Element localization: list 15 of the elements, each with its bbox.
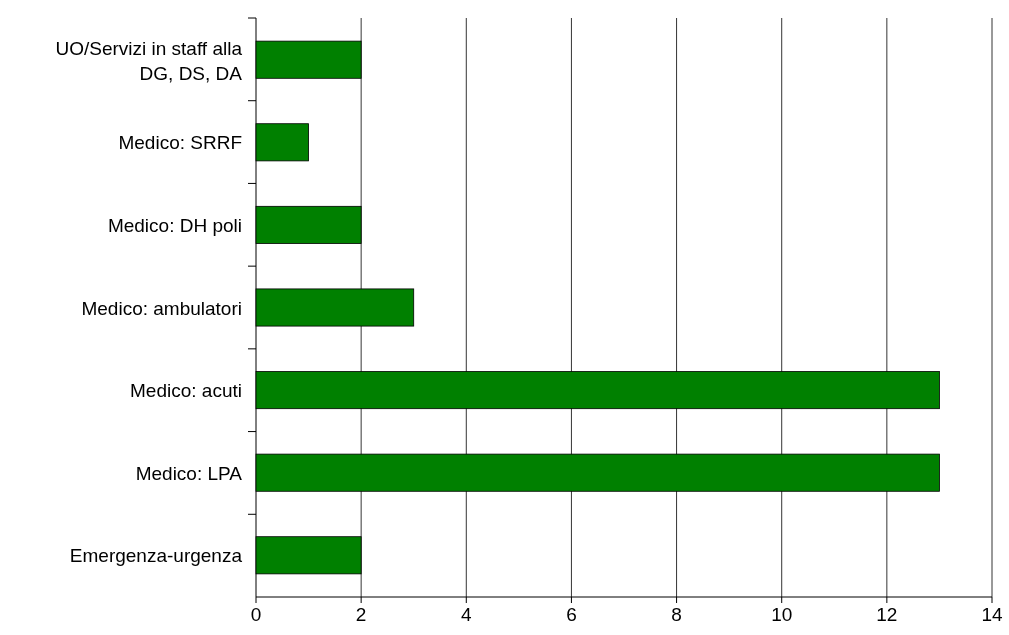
x-tick-label: 8 bbox=[671, 604, 682, 625]
y-tick-label: Medico: DH poli bbox=[107, 214, 242, 236]
y-tick-label: Medico: ambulatori bbox=[81, 297, 242, 319]
x-tick-label: 4 bbox=[461, 604, 472, 625]
x-tick-label: 10 bbox=[771, 604, 793, 625]
x-tick-label: 14 bbox=[981, 604, 1003, 625]
x-tick-label: 6 bbox=[566, 604, 577, 625]
x-tick-label: 2 bbox=[355, 604, 367, 625]
y-tick-label: Medico: SRRF bbox=[118, 132, 242, 154]
y-tick-label: Emergenza-urgenza bbox=[69, 545, 243, 567]
y-tick-label: Medico: acuti bbox=[130, 380, 242, 402]
y-tick-label: Medico: LPA bbox=[135, 462, 243, 484]
y-tick-label: UO/Servizi in staff alla DG, DS, DA bbox=[55, 37, 243, 84]
x-tick-label: 12 bbox=[876, 604, 898, 625]
x-tick-label: 0 bbox=[250, 604, 262, 625]
